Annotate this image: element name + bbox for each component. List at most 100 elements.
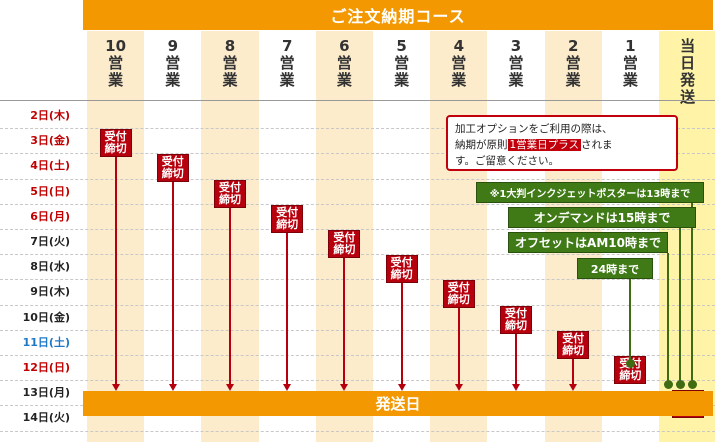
row-divider bbox=[0, 329, 715, 331]
h24-note: 24時まで bbox=[577, 258, 653, 279]
arrow-head bbox=[283, 384, 292, 391]
column-label-char: 日 bbox=[680, 54, 696, 72]
column-number: 10 bbox=[105, 37, 127, 55]
processing-option-note: 加工オプションをご利用の際は、 納期が原則 1営業日プラス されま す。ご留意くださ… bbox=[446, 115, 678, 171]
green-dot bbox=[626, 359, 636, 368]
arrow-head bbox=[512, 384, 520, 391]
column-label-char: 業 bbox=[508, 71, 524, 89]
green-line bbox=[679, 228, 681, 382]
column-header: 10 営業 bbox=[87, 38, 144, 89]
column-label-char: 営 bbox=[108, 54, 124, 72]
arrow-head bbox=[226, 384, 234, 391]
column-label-char: 業 bbox=[336, 71, 352, 89]
date-label: 13日(月) bbox=[22, 386, 70, 400]
badge-line: 受付 bbox=[562, 331, 585, 345]
badge-line: 締切 bbox=[619, 369, 642, 382]
arrow-head bbox=[340, 384, 349, 391]
deadline-badge: 受付締切 bbox=[328, 230, 361, 258]
column-label-char: 営 bbox=[336, 54, 352, 72]
column-label-char: 営 bbox=[451, 54, 467, 72]
badge-line: 締切 bbox=[562, 343, 585, 357]
column-label-char: 業 bbox=[565, 71, 581, 89]
arrow-head bbox=[569, 384, 578, 391]
row-divider bbox=[0, 128, 715, 130]
column-label-char: 業 bbox=[165, 71, 181, 89]
column-label-char: 業 bbox=[451, 71, 467, 89]
date-label: 12日(日) bbox=[22, 361, 70, 374]
badge-line: 締切 bbox=[505, 318, 527, 332]
date-label: 8日(水) bbox=[30, 260, 70, 274]
row-divider bbox=[0, 229, 715, 230]
row-divider bbox=[0, 203, 715, 205]
column-label-char: 送 bbox=[680, 88, 696, 106]
column-number: 6 bbox=[339, 37, 350, 55]
row-divider bbox=[0, 153, 715, 155]
green-dot bbox=[664, 380, 673, 389]
column-number: 8 bbox=[224, 37, 236, 55]
deadline-badge: 受付締切 bbox=[214, 179, 246, 208]
date-label: 9日(木) bbox=[30, 285, 70, 299]
arrow-line bbox=[515, 333, 517, 385]
note-text-2: 納期が原則 bbox=[455, 139, 508, 151]
column-label-char: 発 bbox=[680, 71, 696, 89]
deadline-badge: 受付締切 bbox=[442, 280, 475, 309]
deadline-badge: 受付締切 bbox=[271, 204, 304, 233]
arrow-head bbox=[397, 384, 406, 391]
date-label: 10日(金) bbox=[22, 310, 70, 324]
column-label-char: 業 bbox=[108, 71, 124, 89]
course-title-bar: ご注文納期コース bbox=[83, 0, 713, 30]
deadline-badge: 受付締切 bbox=[500, 305, 532, 334]
date-label: 2日(木) bbox=[30, 109, 70, 122]
badge-line: 締切 bbox=[447, 293, 470, 307]
green-dot bbox=[688, 380, 697, 389]
date-label: 4日(土) bbox=[30, 159, 70, 173]
column-number: 2 bbox=[567, 37, 579, 55]
column-label-char: 営 bbox=[394, 54, 410, 72]
badge-line: 締切 bbox=[276, 217, 299, 231]
badge-line: 締切 bbox=[161, 167, 184, 181]
badge-line: 受付 bbox=[104, 130, 127, 144]
column-label-char: 営 bbox=[279, 54, 295, 72]
badge-line: 締切 bbox=[390, 268, 413, 282]
badge-line: 受付 bbox=[276, 205, 299, 219]
header-divider bbox=[0, 100, 715, 101]
column-label-char: 業 bbox=[394, 71, 410, 89]
column-label-char: 業 bbox=[622, 71, 638, 89]
date-label: 5日(日) bbox=[30, 184, 70, 198]
column-label-char: 業 bbox=[279, 71, 295, 89]
note-highlight: 1営業日プラス bbox=[507, 139, 581, 151]
note-text-3: されま bbox=[580, 139, 613, 151]
column-label-char: 業 bbox=[222, 71, 238, 89]
column-header: 当日発送 bbox=[659, 38, 715, 106]
date-label: 7日(火) bbox=[30, 235, 70, 248]
arrow-head bbox=[454, 384, 463, 391]
column-number: 9 bbox=[167, 37, 178, 55]
note-text-1: 加工オプションをご利用の際は、 bbox=[455, 123, 613, 135]
date-label: 14日(火) bbox=[22, 411, 70, 425]
large-format-note: ※1大判インクジェットポスターは13時まで bbox=[476, 182, 704, 203]
column-label-char: 営 bbox=[565, 54, 581, 72]
on-demand-note: オンデマンドは15時まで bbox=[508, 207, 696, 228]
deadline-badge: 受付締切 bbox=[557, 330, 590, 359]
green-dot bbox=[676, 380, 685, 389]
green-line bbox=[629, 279, 632, 363]
badge-line: 受付 bbox=[219, 180, 241, 194]
arrow-head bbox=[111, 384, 120, 391]
badge-line: 受付 bbox=[333, 231, 356, 244]
deadline-badge: 受付締切 bbox=[385, 255, 418, 284]
column-number: 3 bbox=[510, 37, 522, 55]
column-number: 7 bbox=[281, 37, 293, 55]
row-divider bbox=[0, 430, 715, 432]
column-number: 4 bbox=[453, 37, 464, 55]
column-number: 5 bbox=[396, 37, 407, 55]
arrow-head bbox=[168, 384, 177, 391]
green-line bbox=[691, 203, 693, 382]
